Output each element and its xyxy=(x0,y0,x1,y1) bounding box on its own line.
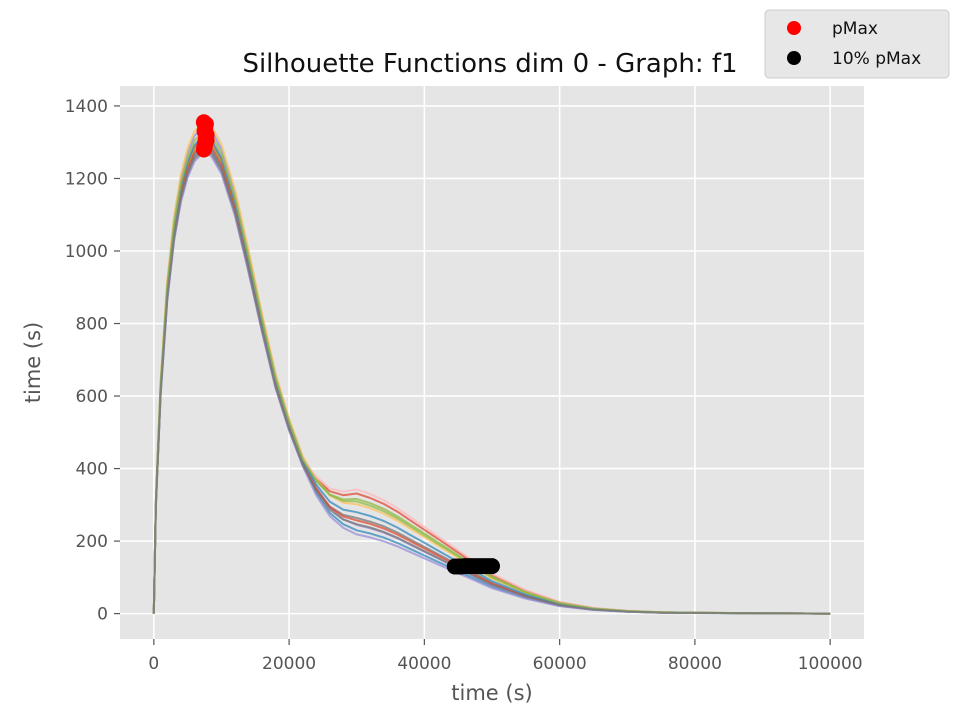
marker-points xyxy=(195,114,500,575)
ten-pct-pmax-point xyxy=(484,558,500,575)
y-axis-ticks: 0 200 400 600 800 1000 1200 1400 xyxy=(65,97,120,625)
legend-label-10pct-pmax: 10% pMax xyxy=(832,49,921,69)
y-tick-label: 1400 xyxy=(65,97,108,117)
x-axis-label: time (s) xyxy=(451,681,532,705)
y-tick-label: 1000 xyxy=(65,242,108,262)
x-tick-label: 40000 xyxy=(397,654,451,674)
x-tick-label: 20000 xyxy=(262,654,316,674)
y-tick-label: 400 xyxy=(76,460,108,480)
series-line xyxy=(152,135,831,615)
x-tick-label: 100000 xyxy=(798,654,863,674)
series-line xyxy=(152,147,831,615)
x-tick-label: 0 xyxy=(148,654,159,674)
x-axis-ticks: 0 20000 40000 60000 80000 100000 xyxy=(148,639,863,674)
y-tick-label: 600 xyxy=(76,387,108,407)
series-lines xyxy=(152,121,831,615)
legend: pMax 10% pMax xyxy=(764,9,950,79)
x-tick-label: 80000 xyxy=(668,654,722,674)
y-tick-label: 1200 xyxy=(65,169,108,189)
pmax-point xyxy=(196,139,213,156)
plot-area xyxy=(120,86,864,639)
series-line xyxy=(152,130,831,615)
legend-marker-10pct-pmax xyxy=(787,51,801,65)
y-tick-label: 200 xyxy=(76,532,108,552)
legend-box xyxy=(764,9,950,79)
y-tick-label: 800 xyxy=(76,315,108,335)
series-line xyxy=(152,151,831,615)
legend-label-pmax: pMax xyxy=(832,19,878,39)
legend-marker-pmax xyxy=(787,21,801,35)
y-tick-label: 0 xyxy=(97,605,108,625)
chart-title: Silhouette Functions dim 0 - Graph: f1 xyxy=(242,49,737,79)
x-tick-label: 60000 xyxy=(533,654,587,674)
pmax-point xyxy=(195,114,212,131)
y-axis-label: time (s) xyxy=(21,322,45,403)
